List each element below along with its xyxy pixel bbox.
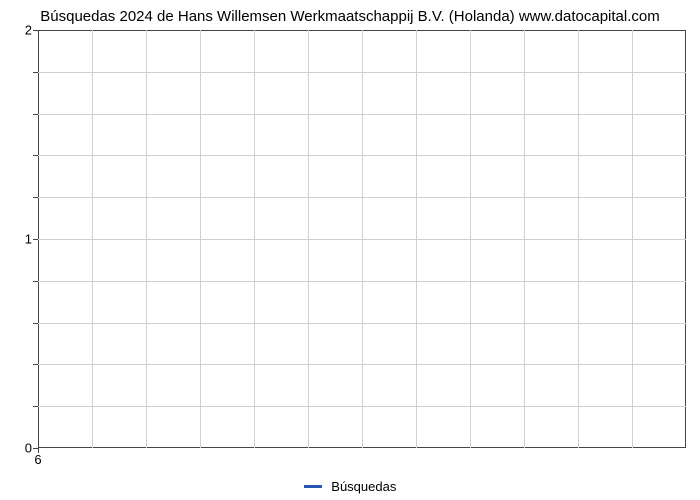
xtick-mark bbox=[38, 448, 39, 453]
chart-container: Búsquedas 2024 de Hans Willemsen Werkmaa… bbox=[0, 0, 700, 500]
grid-v bbox=[92, 30, 93, 448]
ytick-mark bbox=[33, 323, 38, 324]
ytick-label: 1 bbox=[8, 232, 32, 247]
ytick-mark bbox=[33, 155, 38, 156]
grid-v bbox=[470, 30, 471, 448]
ytick-mark bbox=[33, 114, 38, 115]
ytick-mark bbox=[33, 72, 38, 73]
ytick-mark bbox=[33, 239, 38, 240]
ytick-mark bbox=[33, 30, 38, 31]
ytick-mark bbox=[33, 281, 38, 282]
ytick-mark bbox=[33, 364, 38, 365]
chart-title: Búsquedas 2024 de Hans Willemsen Werkmaa… bbox=[0, 8, 700, 25]
grid-v bbox=[416, 30, 417, 448]
grid-v bbox=[578, 30, 579, 448]
grid-v bbox=[524, 30, 525, 448]
grid-v bbox=[254, 30, 255, 448]
ytick-mark bbox=[33, 406, 38, 407]
grid-v bbox=[308, 30, 309, 448]
legend: Búsquedas bbox=[0, 478, 700, 494]
grid-v bbox=[632, 30, 633, 448]
xtick-label: 6 bbox=[26, 452, 50, 467]
grid-v bbox=[146, 30, 147, 448]
legend-series-label: Búsquedas bbox=[331, 479, 396, 494]
grid-v bbox=[362, 30, 363, 448]
ytick-mark bbox=[33, 197, 38, 198]
grid-v bbox=[200, 30, 201, 448]
legend-swatch bbox=[304, 485, 322, 488]
ytick-label: 2 bbox=[8, 23, 32, 38]
